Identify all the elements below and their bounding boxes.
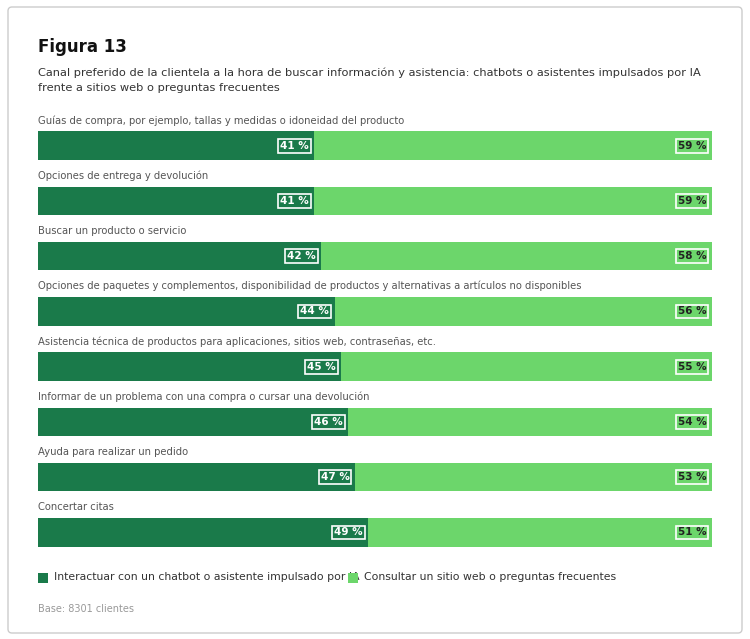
Text: 42 %: 42 %: [287, 251, 316, 261]
Text: 44 %: 44 %: [300, 306, 329, 316]
Text: 56 %: 56 %: [678, 306, 706, 316]
Text: 59 %: 59 %: [678, 196, 706, 206]
Text: 58 %: 58 %: [678, 251, 706, 261]
Text: 46 %: 46 %: [314, 417, 343, 427]
Bar: [314, 187, 712, 215]
Bar: [38, 463, 355, 491]
Bar: [38, 408, 348, 436]
Text: Figura 13: Figura 13: [38, 38, 127, 56]
Text: Canal preferido de la clientela a la hora de buscar información y asistencia: ch: Canal preferido de la clientela a la hor…: [38, 68, 700, 93]
Bar: [341, 352, 712, 381]
Text: 55 %: 55 %: [678, 362, 706, 372]
Bar: [348, 408, 712, 436]
Text: Concertar citas: Concertar citas: [38, 502, 114, 512]
Bar: [38, 242, 321, 270]
Bar: [38, 297, 334, 326]
Text: 41 %: 41 %: [280, 196, 309, 206]
Bar: [368, 518, 712, 547]
Text: Interactuar con un chatbot o asistente impulsado por IA: Interactuar con un chatbot o asistente i…: [54, 572, 360, 582]
Text: 45 %: 45 %: [308, 362, 336, 372]
Text: Opciones de entrega y devolución: Opciones de entrega y devolución: [38, 171, 209, 181]
Text: 53 %: 53 %: [678, 472, 706, 482]
Bar: [355, 463, 712, 491]
Text: Buscar un producto o servicio: Buscar un producto o servicio: [38, 226, 186, 236]
Text: 41 %: 41 %: [280, 141, 309, 151]
Text: Ayuda para realizar un pedido: Ayuda para realizar un pedido: [38, 447, 188, 458]
Text: 59 %: 59 %: [678, 141, 706, 151]
Bar: [38, 131, 314, 160]
Text: Consultar un sitio web o preguntas frecuentes: Consultar un sitio web o preguntas frecu…: [364, 572, 616, 582]
Text: Asistencia técnica de productos para aplicaciones, sitios web, contraseñas, etc.: Asistencia técnica de productos para apl…: [38, 336, 436, 347]
Bar: [38, 352, 341, 381]
Text: 51 %: 51 %: [678, 527, 706, 537]
FancyBboxPatch shape: [8, 7, 742, 633]
Bar: [38, 518, 368, 547]
Text: Base: 8301 clientes: Base: 8301 clientes: [38, 604, 134, 614]
Text: 47 %: 47 %: [320, 472, 350, 482]
Text: Guías de compra, por ejemplo, tallas y medidas o idoneidad del producto: Guías de compra, por ejemplo, tallas y m…: [38, 115, 404, 126]
Text: Opciones de paquetes y complementos, disponibilidad de productos y alternativas : Opciones de paquetes y complementos, dis…: [38, 281, 581, 291]
Bar: [334, 297, 712, 326]
Text: Informar de un problema con una compra o cursar una devolución: Informar de un problema con una compra o…: [38, 392, 370, 402]
Bar: [314, 131, 712, 160]
Bar: [321, 242, 712, 270]
Bar: [38, 187, 314, 215]
Text: 49 %: 49 %: [334, 527, 363, 537]
Text: 54 %: 54 %: [678, 417, 706, 427]
